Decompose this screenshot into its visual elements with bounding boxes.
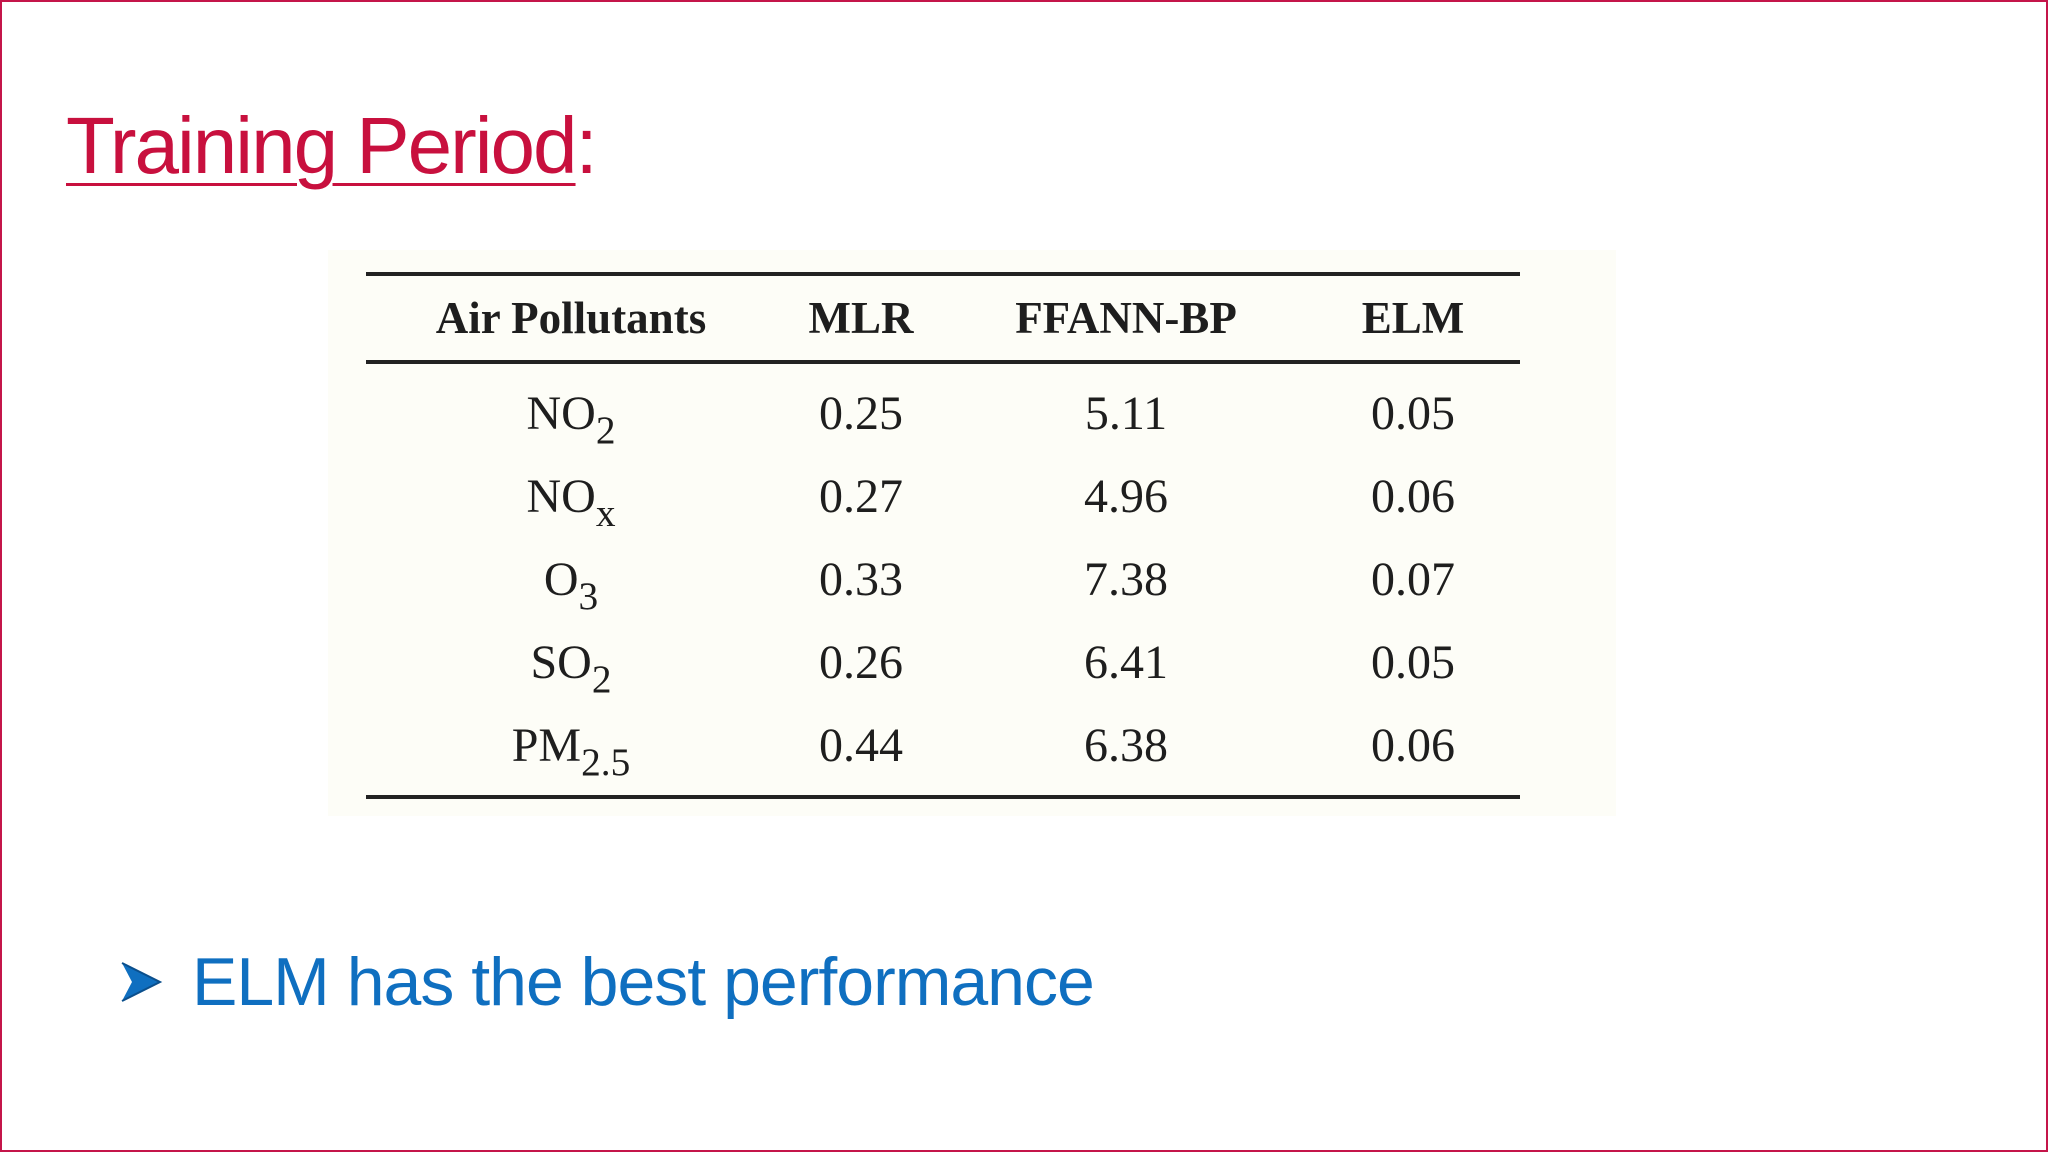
bullet-text: ELM has the best performance <box>192 944 1095 1020</box>
elm-value: 0.05 <box>1371 387 1455 440</box>
header-air-pollutants: Air Pollutants <box>366 272 776 364</box>
mlr-value: 0.27 <box>819 470 903 523</box>
mlr-value: 0.25 <box>819 387 903 440</box>
ffann-bp-value: 6.41 <box>1084 636 1168 689</box>
pollutant-subscript: 2.5 <box>581 739 631 784</box>
elm-value: 0.06 <box>1371 470 1455 523</box>
results-table: Air Pollutants MLR FFANN-BP ELM NO2 0.25… <box>366 272 1520 799</box>
mlr-value: 0.33 <box>819 553 903 606</box>
pollutant-name: NO <box>526 470 596 523</box>
pollutant-subscript: x <box>595 490 616 535</box>
slide-title-colon: : <box>575 101 598 190</box>
header-ffann-bp: FFANN-BP <box>946 272 1306 364</box>
table-header-row: Air Pollutants MLR FFANN-BP ELM <box>366 272 1520 364</box>
table-row: SO2 0.26 6.41 0.05 <box>366 621 1520 704</box>
slide-title: Training Period: <box>66 106 598 186</box>
pollutant-name: PM <box>511 719 582 772</box>
table-row: NO2 0.25 5.11 0.05 <box>366 362 1520 455</box>
results-table-image: Air Pollutants MLR FFANN-BP ELM NO2 0.25… <box>328 250 1616 816</box>
pollutant-subscript: 3 <box>578 573 599 618</box>
pollutant-name: SO <box>530 636 592 689</box>
table-row: NOx 0.27 4.96 0.06 <box>366 455 1520 538</box>
ffann-bp-value: 7.38 <box>1084 553 1168 606</box>
pollutant-cell: PM2.5 <box>366 704 776 799</box>
elm-value: 0.07 <box>1371 553 1455 606</box>
table-row: PM2.5 0.44 6.38 0.06 <box>366 704 1520 799</box>
pollutant-subscript: 2 <box>591 656 612 701</box>
pollutant-cell: SO2 <box>366 621 776 704</box>
bullet-point: ELM has the best performance <box>118 942 1095 1022</box>
pollutant-subscript: 2 <box>595 407 616 452</box>
ffann-bp-value: 4.96 <box>1084 470 1168 523</box>
header-elm: ELM <box>1306 272 1520 364</box>
pollutant-cell: NO2 <box>366 362 776 455</box>
pollutant-cell: NOx <box>366 455 776 538</box>
table-row: O3 0.33 7.38 0.07 <box>366 538 1520 621</box>
ffann-bp-value: 6.38 <box>946 704 1306 799</box>
mlr-value: 0.26 <box>819 636 903 689</box>
pollutant-name: NO <box>526 387 596 440</box>
slide-title-text: Training Period <box>66 101 578 190</box>
mlr-value: 0.44 <box>776 704 946 799</box>
pollutant-cell: O3 <box>366 538 776 621</box>
elm-value: 0.06 <box>1306 704 1520 799</box>
elm-value: 0.05 <box>1371 636 1455 689</box>
ffann-bp-value: 5.11 <box>1084 387 1168 440</box>
pollutant-name: O <box>543 553 579 606</box>
header-mlr: MLR <box>776 272 946 364</box>
arrowhead-bullet-icon <box>118 959 164 1005</box>
